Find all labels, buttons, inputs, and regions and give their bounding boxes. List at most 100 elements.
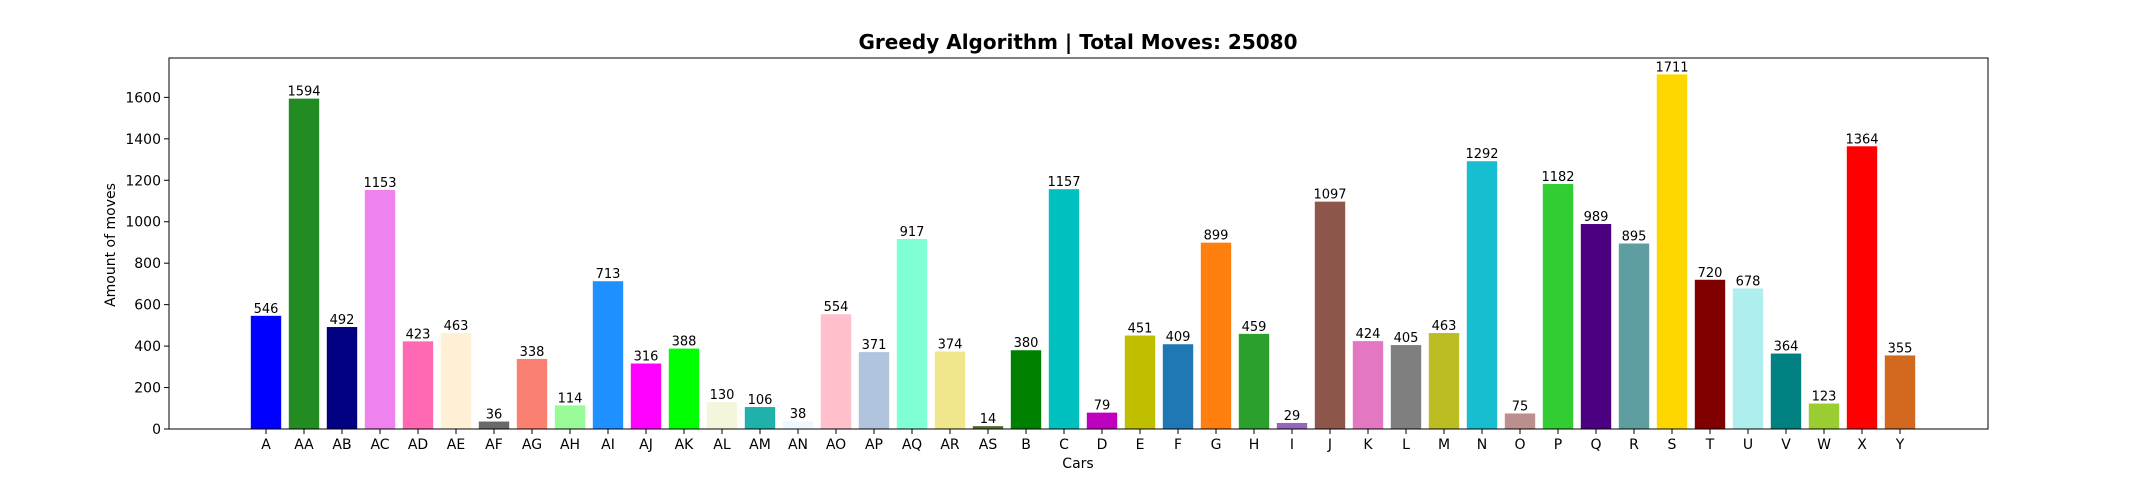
x-tick-label-L: L: [1402, 437, 1410, 453]
x-tick-label-P: P: [1554, 437, 1562, 453]
value-label-Y: 355: [1888, 341, 1913, 356]
x-tick-label-G: G: [1211, 437, 1222, 453]
bar-AH: [554, 405, 586, 429]
value-label-AS: 14: [980, 412, 997, 427]
x-tick-label-AA: AA: [294, 437, 314, 453]
value-label-AH: 114: [558, 391, 583, 406]
value-label-J: 1097: [1313, 188, 1346, 203]
y-tick-label-400: 400: [134, 339, 161, 355]
bar-N: [1466, 161, 1498, 429]
bar-X: [1846, 146, 1878, 430]
bar-M: [1428, 333, 1460, 429]
bar-AR: [934, 351, 966, 429]
x-tick-label-T: T: [1705, 437, 1715, 453]
x-tick-label-AC: AC: [370, 437, 389, 453]
x-tick-label-AE: AE: [447, 437, 465, 453]
value-label-K: 424: [1356, 327, 1381, 342]
value-label-T: 720: [1698, 266, 1723, 281]
value-label-L: 405: [1394, 331, 1419, 346]
bar-T: [1694, 279, 1726, 429]
x-tick-label-I: I: [1290, 437, 1294, 453]
value-label-F: 409: [1166, 330, 1191, 345]
value-label-AP: 371: [862, 338, 887, 353]
x-axis-ticks: A AA AB AC AD AE AF AG AH AI AJ AK AL AM AN AO AP AQ AR AS B…: [261, 429, 1905, 453]
value-label-AM: 106: [748, 393, 773, 408]
value-label-X: 1364: [1845, 132, 1878, 147]
y-tick-label-1000: 1000: [125, 215, 161, 231]
bar-S: [1656, 74, 1688, 430]
bar-U: [1732, 288, 1764, 429]
bar-AI: [592, 281, 624, 429]
x-tick-label-M: M: [1438, 437, 1450, 453]
x-tick-label-X: X: [1857, 437, 1867, 453]
value-label-W: 123: [1812, 390, 1837, 405]
chart-title: Greedy Algorithm | Total Moves: 25080: [859, 30, 1298, 54]
bar-D: [1086, 412, 1118, 429]
bar-AQ: [896, 238, 928, 429]
x-tick-label-B: B: [1021, 437, 1031, 453]
x-tick-label-AJ: AJ: [639, 437, 653, 453]
value-label-AC: 1153: [363, 176, 396, 191]
x-tick-label-W: W: [1817, 437, 1831, 453]
value-label-AO: 554: [824, 300, 849, 315]
y-axis-ticks: 0 200 400 600 800 1000 1200 1400 1600: [125, 90, 169, 438]
value-label-B: 380: [1014, 336, 1039, 351]
bar-AP: [858, 352, 890, 429]
bar-P: [1542, 184, 1574, 429]
value-label-AD: 423: [406, 327, 431, 342]
bar-J: [1314, 201, 1346, 429]
value-label-AA: 1594: [287, 85, 320, 100]
x-tick-label-AK: AK: [675, 437, 695, 453]
x-tick-label-AQ: AQ: [902, 437, 922, 453]
value-label-N: 1292: [1465, 147, 1498, 162]
x-tick-label-F: F: [1174, 437, 1182, 453]
x-tick-label-AI: AI: [601, 437, 615, 453]
bar-AF: [478, 421, 510, 429]
bar-K: [1352, 341, 1384, 429]
bar-L: [1390, 345, 1422, 429]
x-tick-label-N: N: [1477, 437, 1487, 453]
value-label-AB: 492: [330, 313, 355, 328]
x-tick-label-AL: AL: [713, 437, 731, 453]
bar-Y: [1884, 355, 1916, 429]
y-tick-label-0: 0: [152, 422, 161, 438]
bar-C: [1048, 189, 1080, 429]
bar-AK: [668, 348, 700, 429]
bar-E: [1124, 335, 1156, 429]
y-tick-label-800: 800: [134, 256, 161, 272]
x-tick-label-AF: AF: [485, 437, 503, 453]
value-label-E: 451: [1128, 322, 1153, 337]
bar-I: [1276, 422, 1308, 429]
bar-R: [1618, 243, 1650, 429]
x-tick-label-AG: AG: [522, 437, 542, 453]
x-tick-label-A: A: [261, 437, 271, 453]
value-labels-group: 546 1594 492 1153 423 463 36 338 114 713 316 388 130…: [254, 60, 1913, 427]
value-label-AK: 388: [672, 335, 697, 350]
x-tick-label-C: C: [1059, 437, 1069, 453]
x-tick-label-AM: AM: [749, 437, 771, 453]
bar-AL: [706, 402, 738, 429]
y-tick-label-200: 200: [134, 381, 161, 397]
value-label-AE: 463: [444, 319, 469, 334]
bars-group: [250, 74, 1916, 430]
value-label-I: 29: [1284, 409, 1301, 424]
bar-AJ: [630, 363, 662, 429]
value-label-A: 546: [254, 302, 279, 317]
bar-AB: [326, 327, 358, 429]
x-tick-label-K: K: [1363, 437, 1373, 453]
x-tick-label-AN: AN: [788, 437, 808, 453]
y-axis-label: Amount of moves: [103, 183, 119, 307]
value-label-AI: 713: [596, 267, 621, 282]
value-label-R: 895: [1622, 230, 1647, 245]
value-label-AQ: 917: [900, 225, 925, 240]
value-label-AJ: 316: [634, 350, 659, 365]
x-tick-label-AH: AH: [560, 437, 580, 453]
y-tick-label-1200: 1200: [125, 173, 161, 189]
bar-W: [1808, 403, 1840, 429]
x-tick-label-Q: Q: [1590, 437, 1601, 453]
x-tick-label-AO: AO: [826, 437, 846, 453]
x-tick-label-O: O: [1514, 437, 1525, 453]
value-label-D: 79: [1094, 399, 1111, 414]
y-tick-label-600: 600: [134, 298, 161, 314]
